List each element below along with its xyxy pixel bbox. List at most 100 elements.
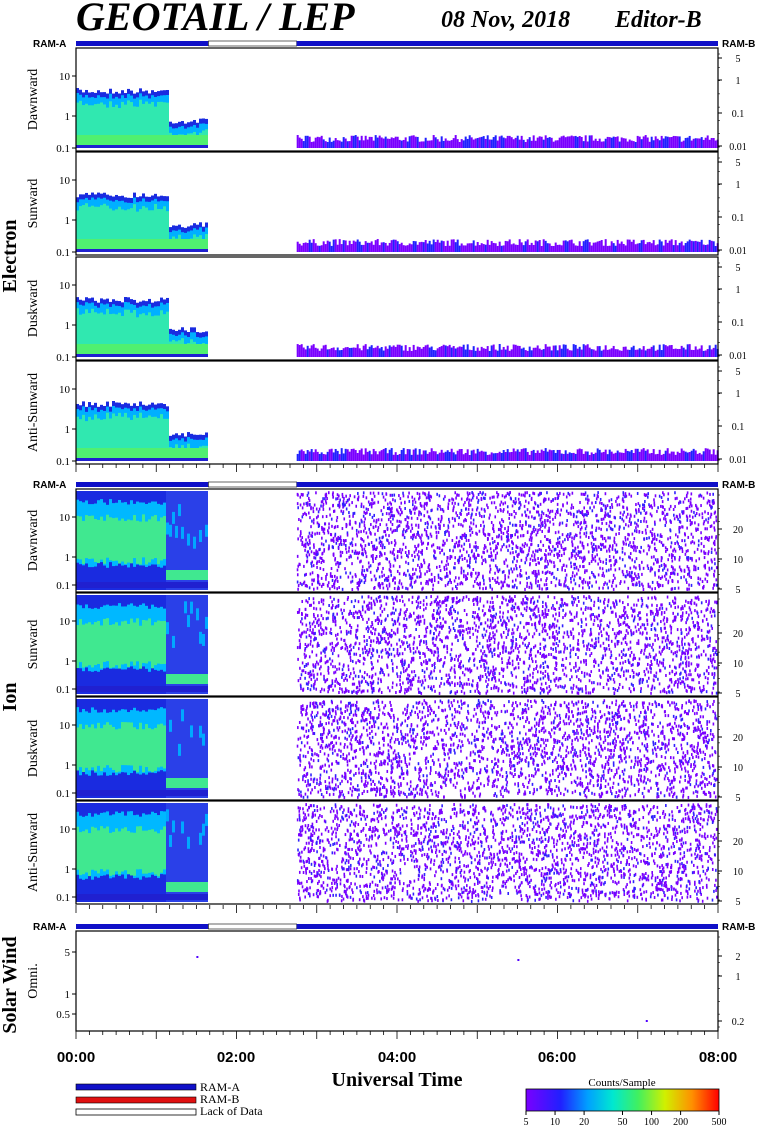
spectrogram-cell (386, 587, 389, 591)
spectrogram-cell (469, 556, 472, 560)
spectrogram-cell (702, 496, 705, 500)
spectrogram-cell (494, 553, 497, 557)
spectrogram-cell (488, 516, 491, 520)
spectrogram-cell (601, 521, 603, 525)
spectrogram-cell (468, 525, 471, 529)
spectrogram-cell (580, 136, 583, 148)
spectrogram-cell (470, 450, 473, 461)
spectrogram-cell (658, 539, 661, 543)
spectrogram-cell (314, 556, 317, 560)
spectrogram-cell (532, 491, 534, 495)
spectrogram-cell (511, 547, 514, 551)
spectrogram-cell (88, 239, 91, 249)
spectrogram-cell (658, 239, 661, 252)
spectrogram-cell (346, 531, 349, 535)
spectrogram-cell (205, 686, 208, 692)
spectrogram-cell (82, 135, 85, 145)
spectrogram-cell (634, 244, 637, 252)
spectrogram-cell (330, 567, 333, 571)
spectrogram-cell (697, 539, 700, 543)
spectrogram-cell (654, 245, 657, 252)
spectrogram-cell (505, 558, 507, 562)
spectrogram-cell (622, 346, 625, 357)
spectrogram-cell (528, 575, 530, 579)
spectrogram-cell (106, 514, 109, 558)
spectrogram-cell (388, 512, 390, 516)
spectrogram-cell (614, 349, 617, 357)
spectrogram-cell (544, 559, 546, 563)
spectrogram-cell (419, 575, 422, 579)
spectrogram-cell (483, 508, 486, 512)
spectrogram (76, 491, 718, 591)
spectrogram-cell (460, 571, 463, 575)
spectrogram-cell (318, 531, 321, 535)
spectrogram (76, 297, 719, 357)
spectrogram-cell (422, 242, 425, 252)
spectrogram-cell (490, 521, 493, 525)
spectrogram-cell (544, 523, 547, 527)
spectrogram-cell (121, 315, 124, 346)
spectrogram-cell (497, 535, 500, 539)
spectrogram-cell (124, 344, 127, 354)
spectrogram-cell (697, 566, 700, 570)
spectrogram-cell (659, 583, 662, 587)
spectrogram-cell (539, 517, 542, 521)
spectrogram-cell (561, 533, 564, 537)
spectrogram-cell (301, 542, 303, 546)
spectrogram-cell (398, 524, 401, 528)
spectrogram-cell (312, 579, 315, 583)
spectrogram-cell (321, 515, 324, 519)
spectrogram-cell (482, 451, 485, 461)
spectrogram-cell (694, 521, 696, 525)
spectrogram-cell (458, 540, 460, 544)
spectrogram-cell (408, 347, 411, 357)
spectrogram-cell (638, 575, 640, 579)
spectrogram-cell (154, 106, 157, 137)
spectrogram-cell (160, 414, 163, 450)
spectrogram-cell (446, 559, 448, 563)
spectrogram-cell (665, 520, 667, 524)
spectrogram-cell (654, 573, 656, 577)
spectrogram-cell (305, 513, 308, 517)
spectrogram-cell (618, 567, 621, 571)
spectrogram-cell (703, 584, 705, 588)
spectrogram-cell (551, 571, 554, 575)
spectrogram-cell (506, 539, 508, 543)
spectrogram-cell (590, 541, 593, 545)
spectrogram-cell (299, 519, 302, 523)
spectrogram-cell (708, 536, 711, 540)
spectrogram-cell (436, 507, 439, 511)
spectrogram-cell (136, 448, 139, 458)
spectrogram-cell (399, 497, 402, 501)
spectrogram-cell (133, 135, 136, 145)
spectrogram-cell (655, 538, 658, 542)
spectrogram-cell (513, 583, 516, 587)
spectrogram-cell (494, 571, 496, 575)
spectrogram-cell (109, 686, 112, 692)
spectrogram-cell (361, 538, 364, 542)
spectrogram-cell (94, 622, 97, 666)
spectrogram-cell (416, 620, 419, 624)
spectrogram-cell (106, 448, 109, 458)
spectrogram-cell (130, 344, 133, 354)
spectrogram-cell (406, 553, 408, 557)
spectrogram-cell (638, 509, 640, 513)
spectrogram-cell (175, 354, 178, 357)
spectrogram-cell (601, 501, 603, 505)
spectrogram-cell (694, 514, 697, 518)
spectrogram-cell (630, 241, 633, 252)
spectrogram-cell (308, 496, 310, 500)
spectrogram-cell (549, 571, 551, 575)
spectrogram-cell (600, 543, 603, 547)
spectrogram-cell (478, 137, 481, 148)
spectrogram-cell (387, 575, 390, 579)
spectrogram-cell (624, 574, 627, 578)
spectrogram-cell (354, 450, 357, 461)
spectrogram-cell (432, 239, 435, 252)
spectrogram-cell (616, 239, 619, 252)
spectrogram-cell (202, 570, 205, 580)
spectrogram-cell (148, 686, 151, 692)
spectrogram-cell (418, 575, 421, 579)
spectrogram-cell (359, 543, 362, 547)
spectrogram-cell (611, 580, 614, 584)
